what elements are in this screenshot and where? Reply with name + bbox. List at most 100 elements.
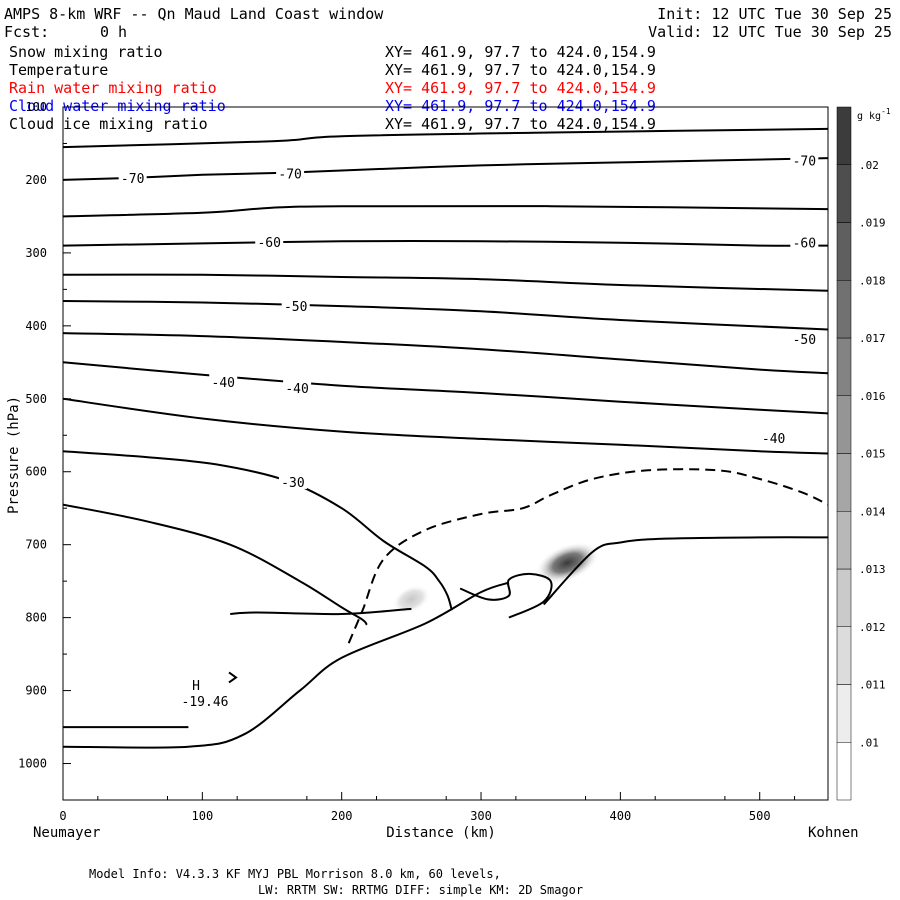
colorbar-swatch: [836, 568, 852, 627]
contour-label-bg: [118, 169, 147, 185]
temperature-contour: [63, 300, 828, 331]
temperature-contour: [63, 240, 828, 247]
field-xy-snow: XY= 461.9, 97.7 to 424.0,154.9: [385, 43, 656, 61]
contour-label-bg: [283, 379, 312, 395]
field-xy-rain: XY= 461.9, 97.7 to 424.0,154.9: [385, 79, 656, 97]
contour-label-bg: [276, 165, 305, 181]
colorbar-swatch: [836, 626, 852, 685]
x-tick-label: 400: [610, 809, 632, 823]
x-tick-label: 0: [59, 809, 66, 823]
y-tick-label: 600: [25, 465, 47, 479]
contour-label: -40: [762, 432, 785, 447]
y-tick-label: 500: [25, 392, 47, 406]
colorbar-tick-label: .02: [859, 159, 879, 172]
y-tick-label: 200: [25, 173, 47, 187]
contour-label: -50: [793, 333, 816, 348]
temperature-contour: [63, 450, 453, 611]
y-axis-label: Pressure (hPa): [6, 396, 22, 514]
y-tick-label: 1000: [18, 757, 47, 771]
field-name-temperature: Temperature: [9, 61, 109, 79]
colorbar-unit: g kg-1: [857, 107, 891, 122]
temperature-contour: [63, 127, 828, 149]
colorbar-tick-label: .014: [859, 505, 886, 518]
contour-label: -70: [278, 167, 301, 182]
high-marker-symbol: H: [192, 679, 200, 694]
temperature-contour: [230, 607, 412, 616]
high-marker-chevron: [228, 671, 238, 684]
contour-label: -70: [793, 154, 816, 169]
field-xy-temperature: XY= 461.9, 97.7 to 424.0,154.9: [385, 61, 656, 79]
temperature-contour: [63, 397, 828, 455]
shaded-region: [392, 584, 431, 614]
y-tick-label: 400: [25, 319, 47, 333]
field-name-cloud-ice: Cloud ice mixing ratio: [9, 115, 208, 133]
y-tick-label: 100: [25, 100, 47, 114]
valid-time: Valid: 12 UTC Tue 30 Sep 25: [648, 23, 892, 41]
temperature-contour: [63, 157, 828, 181]
temperature-contour: [63, 332, 828, 375]
colorbar-swatch: [836, 164, 852, 223]
colorbar-swatch: [836, 684, 852, 743]
contour-label: -30: [281, 476, 304, 491]
contour-label-bg: [790, 330, 819, 346]
colorbar-tick-label: .01: [859, 736, 879, 749]
footer-model-info: Model Info: V4.3.3 KF MYJ PBL Morrison 8…: [89, 867, 501, 881]
contour-label: -60: [793, 237, 816, 252]
colorbar-tick-label: .012: [859, 621, 886, 634]
colorbar-unit-exponent: -1: [881, 107, 891, 116]
x-right-station: Kohnen: [808, 825, 859, 841]
contour-label-bg: [759, 430, 788, 446]
contour-label-bg: [790, 152, 819, 168]
contour-label: -40: [285, 382, 308, 397]
colorbar-tick-label: .016: [859, 390, 886, 403]
contour-label: -50: [284, 300, 307, 315]
temperature-contour: [63, 204, 828, 218]
fcst-value: 0 h: [100, 23, 128, 41]
contour-label-bg: [209, 374, 238, 390]
temperature-contour: [63, 361, 828, 415]
contour-label: -40: [212, 376, 235, 391]
high-marker-value: -19.46: [182, 695, 229, 710]
plot-frame: [62, 106, 829, 801]
footer-physics-info: LW: RRTM SW: RRTMG DIFF: simple KM: 2D S…: [258, 883, 584, 897]
contour-label-bg: [281, 298, 310, 314]
x-tick-label: 300: [470, 809, 492, 823]
temperature-contour: [63, 503, 368, 626]
x-tick-label: 100: [192, 809, 214, 823]
colorbar-swatch: [836, 453, 852, 512]
colorbar-tick-label: .015: [859, 448, 886, 461]
colorbar-tick-label: .017: [859, 332, 886, 345]
fcst-label: Fcst:: [4, 23, 50, 41]
temperature-contour: [459, 572, 553, 619]
contour-label: -70: [121, 172, 144, 187]
colorbar-tick-label: .018: [859, 274, 886, 287]
colorbar-swatch: [836, 395, 852, 454]
colorbar-swatch: [836, 222, 852, 281]
contour-label-bg: [790, 234, 819, 250]
zero-isotherm-dashed: [347, 468, 828, 644]
y-tick-label: 700: [25, 538, 47, 552]
colorbar-swatch: [836, 280, 852, 339]
init-time: Init: 12 UTC Tue 30 Sep 25: [657, 5, 892, 23]
colorbar-swatch: [836, 742, 852, 801]
x-axis-label: Distance (km): [386, 825, 496, 841]
colorbar-tick-label: .013: [859, 563, 886, 576]
colorbar-tick-label: .019: [859, 217, 886, 230]
temperature-contour: [63, 581, 510, 749]
temperature-contour: [63, 273, 828, 292]
y-tick-label: 300: [25, 246, 47, 260]
x-tick-label: 200: [331, 809, 353, 823]
contour-label-bg: [278, 473, 307, 489]
field-name-snow: Snow mixing ratio: [9, 43, 163, 61]
colorbar-tick-label: .011: [859, 679, 886, 692]
colorbar-swatch: [836, 337, 852, 396]
colorbar-swatch: [836, 511, 852, 570]
field-name-rain: Rain water mixing ratio: [9, 79, 217, 97]
x-left-station: Neumayer: [33, 825, 100, 841]
field-xy-cloud-water: XY= 461.9, 97.7 to 424.0,154.9: [385, 97, 656, 115]
shaded-region: [535, 541, 600, 584]
temperature-contour: [542, 536, 828, 606]
colorbar-swatch: [836, 106, 852, 165]
contour-label: -60: [257, 236, 280, 251]
